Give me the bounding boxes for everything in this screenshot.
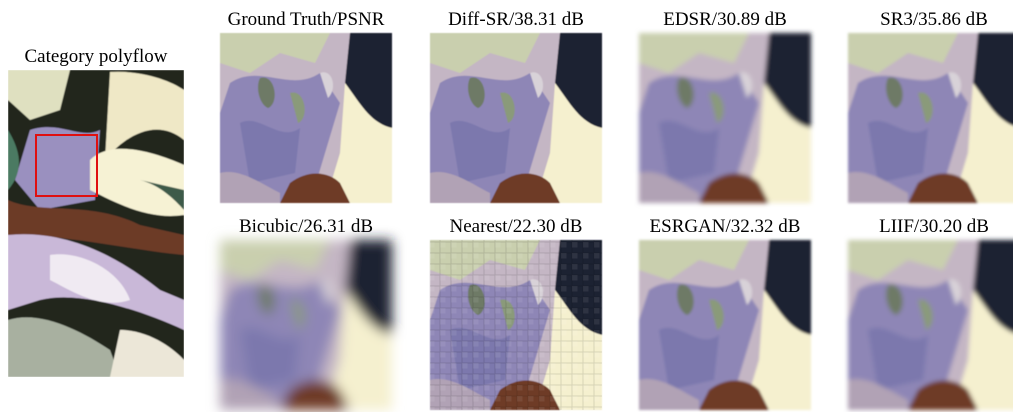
panel-grid: Ground Truth/PSNR Diff-SR/38.31 dB EDSR/30…: [220, 9, 1013, 410]
panel-label: SR3/35.86 dB: [880, 9, 988, 30]
overview-caption: Category polyflow: [24, 46, 167, 67]
panel-label: Bicubic/26.31 dB: [239, 216, 373, 237]
figure: Category polyflow Ground Truth/PSNR Diff-…: [0, 0, 1013, 412]
page: Category polyflow Ground Truth/PSNR Diff-…: [0, 0, 1013, 412]
panel-image: [848, 33, 1013, 203]
overview-image: [8, 70, 184, 377]
panel-label: ESRGAN/32.32 dB: [650, 216, 801, 237]
panel-label: Nearest/22.30 dB: [450, 216, 583, 237]
panel-image: [220, 240, 392, 410]
panel-image: [639, 240, 811, 410]
panel-image: [848, 240, 1013, 410]
panel-label: Diff-SR/38.31 dB: [448, 9, 584, 30]
panel-image: [220, 33, 392, 203]
panel-label: EDSR/30.89 dB: [663, 9, 787, 30]
panel-image: [639, 33, 811, 203]
panel-image: [430, 33, 602, 203]
panel-label: LIIF/30.20 dB: [879, 216, 989, 237]
pixel-grid: [430, 240, 602, 410]
panel-label: Ground Truth/PSNR: [228, 9, 385, 30]
